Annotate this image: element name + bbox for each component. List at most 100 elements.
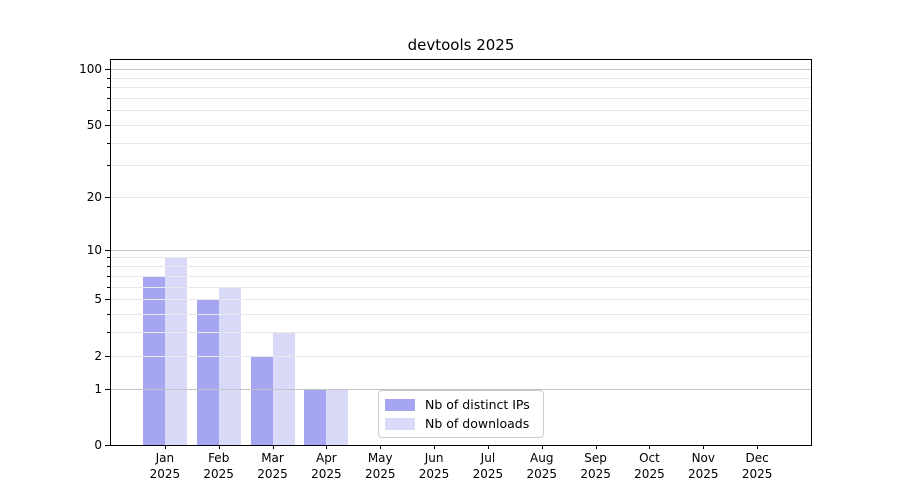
y-tick-mark-minor [107,197,110,199]
gridline-minor [111,97,811,99]
x-tick-label: Nov 2025 [675,450,731,482]
x-tick-year: 2025 [634,467,665,481]
x-tick-month: Nov [691,451,715,465]
x-tick-label: Oct 2025 [621,450,677,482]
y-tick-label: 1 [94,381,102,396]
gridline-minor [111,313,811,315]
x-tick-label: May 2025 [352,450,408,482]
y-tick-mark-minor [107,332,110,334]
x-tick-year: 2025 [688,467,719,481]
y-tick-label: 5 [94,292,102,307]
y-tick-mark-minor [107,286,110,288]
x-tick-mark [164,445,166,449]
x-tick-month: Dec [745,451,769,465]
gridline-minor [111,275,811,277]
y-tick-mark-minor [107,299,110,301]
y-tick-mark-minor [107,77,110,79]
bar-downloads-apr [326,388,349,445]
x-tick-year: 2025 [257,467,288,481]
bar-distinct-ips-jan [142,275,165,445]
y-tick-label: 0 [94,438,102,452]
y-tick-mark [105,388,110,390]
legend-swatch-distinct-ips [385,398,415,411]
x-tick-year: 2025 [472,467,504,481]
x-tick-month: Jul [480,451,496,465]
y-tick-mark [105,445,110,446]
y-tick-mark-minor [107,275,110,277]
gridline-minor [111,355,811,357]
gridline-minor [111,124,811,126]
x-tick-mark [487,445,489,449]
gridline-minor [111,197,811,199]
x-tick-year: 2025 [418,467,450,481]
x-tick-mark [326,445,328,449]
gridline-major [111,388,811,390]
x-tick-label: Aug 2025 [514,450,570,482]
x-tick-label: Jun 2025 [406,450,462,482]
x-tick-mark [218,445,220,449]
gridline-major [111,249,811,251]
plot-area [110,59,812,446]
y-tick-mark-minor [107,87,110,89]
y-tick-mark-minor [107,124,110,126]
x-tick-year: 2025 [203,467,234,481]
y-tick-mark [105,69,110,71]
x-tick-label: Feb 2025 [191,450,247,482]
x-tick-month: Jun [424,451,444,465]
x-tick-month: Mar [261,451,284,465]
bar-distinct-ips-feb [196,299,219,445]
y-tick-label: 50 [86,117,102,132]
gridline-minor [111,165,811,167]
x-tick-month: Aug [530,451,554,465]
y-tick-label: 10 [86,242,102,257]
gridline-minor [111,87,811,89]
x-tick-month: Apr [315,451,337,465]
x-tick-year: 2025 [149,467,181,481]
gridline-major [111,69,811,71]
legend-swatch-downloads [385,417,415,430]
x-tick-label: Mar 2025 [245,450,301,482]
legend-label-distinct-ips: Nb of distinct IPs [425,397,530,412]
x-tick-mark [649,445,651,449]
x-tick-label: Apr 2025 [298,450,354,482]
y-tick-mark-minor [107,266,110,268]
x-tick-mark [595,445,597,449]
x-tick-month: Feb [208,451,230,465]
x-tick-year: 2025 [311,467,342,481]
x-tick-mark [434,445,436,449]
x-tick-label: Jul 2025 [460,450,516,482]
x-tick-mark [703,445,705,449]
gridline-minor [111,332,811,334]
legend-label-downloads: Nb of downloads [425,416,530,431]
gridline-minor [111,266,811,268]
bar-distinct-ips-apr [304,388,327,445]
chart-title: devtools 2025 [407,36,515,54]
bar-distinct-ips-mar [250,355,273,445]
gridline-minor [111,110,811,112]
x-tick-month: Oct [639,451,660,465]
y-tick-mark-minor [107,313,110,315]
y-tick-label: 20 [86,190,102,205]
x-tick-month: Sep [584,451,607,465]
x-tick-year: 2025 [364,467,396,481]
y-tick-label: 100 [79,62,102,77]
y-tick-mark-minor [107,257,110,259]
x-tick-label: Jan 2025 [137,450,193,482]
x-tick-mark [272,445,274,449]
x-tick-month: May [367,451,393,465]
x-tick-label: Sep 2025 [568,450,624,482]
y-tick-mark-minor [107,165,110,167]
legend-item-distinct-ips: Nb of distinct IPs [379,397,543,412]
x-tick-mark [380,445,382,449]
x-tick-year: 2025 [741,467,773,481]
x-tick-label: Dec 2025 [729,450,785,482]
gridline-minor [111,299,811,301]
legend: Nb of distinct IPs Nb of downloads [378,390,544,438]
y-tick-mark-minor [107,142,110,144]
gridline-minor [111,142,811,144]
x-tick-mark [541,445,543,449]
gridline-minor [111,77,811,79]
legend-item-downloads: Nb of downloads [379,416,543,431]
gridline-minor [111,286,811,288]
